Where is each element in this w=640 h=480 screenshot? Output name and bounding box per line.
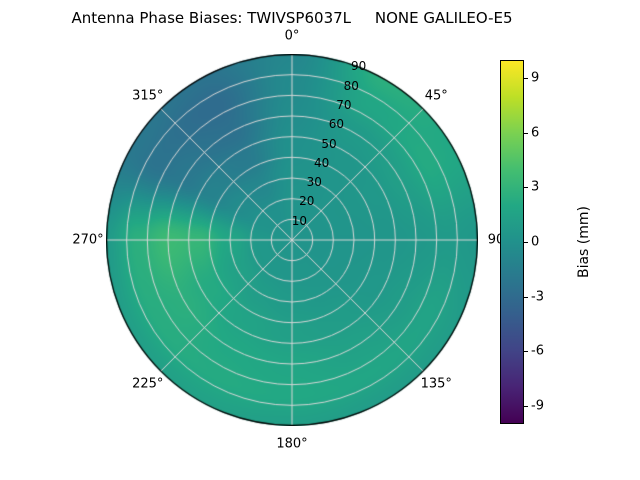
colorbar-tick-mark (524, 296, 528, 298)
r-tick-label: 30 (306, 175, 322, 190)
r-tick-label: 90 (351, 59, 367, 74)
colorbar-tick-mark (524, 132, 528, 134)
polar-heatmap-canvas (106, 54, 478, 426)
theta-tick-label: 135° (420, 376, 452, 392)
colorbar-tick-label: -3 (531, 289, 544, 305)
theta-tick-label: 315° (132, 88, 164, 104)
colorbar (500, 60, 524, 424)
r-tick-label: 40 (313, 155, 330, 170)
colorbar-tick-label: 9 (531, 70, 540, 86)
colorbar-tick-mark (524, 242, 528, 243)
r-tick-label: 70 (336, 97, 352, 112)
theta-tick-label: 225° (132, 376, 164, 392)
colorbar-tick-label: 6 (531, 125, 540, 141)
colorbar-tick-label: -6 (531, 343, 544, 359)
theta-tick-label: 270° (72, 232, 104, 248)
colorbar-tick-label: 0 (531, 234, 540, 250)
chart-title: Antenna Phase Biases: TWIVSP6037L NONE G… (71, 9, 513, 27)
colorbar-tick-label: 3 (531, 179, 540, 195)
colorbar-axis-label: Bias (mm) (576, 205, 592, 279)
colorbar-tick-label: -9 (531, 398, 544, 414)
theta-tick-label: 0° (284, 28, 300, 44)
r-tick-label: 10 (291, 213, 308, 228)
theta-tick-label: 45° (424, 88, 448, 104)
colorbar-tick-mark (524, 405, 528, 407)
r-tick-label: 80 (343, 78, 359, 93)
colorbar-tick-mark (524, 187, 528, 189)
r-tick-label: 60 (328, 117, 345, 132)
r-tick-label: 20 (299, 194, 315, 209)
theta-tick-label: 180° (276, 436, 308, 452)
colorbar-tick-mark (524, 78, 528, 80)
colorbar-tick-mark (524, 351, 528, 353)
r-tick-label: 50 (321, 136, 337, 151)
